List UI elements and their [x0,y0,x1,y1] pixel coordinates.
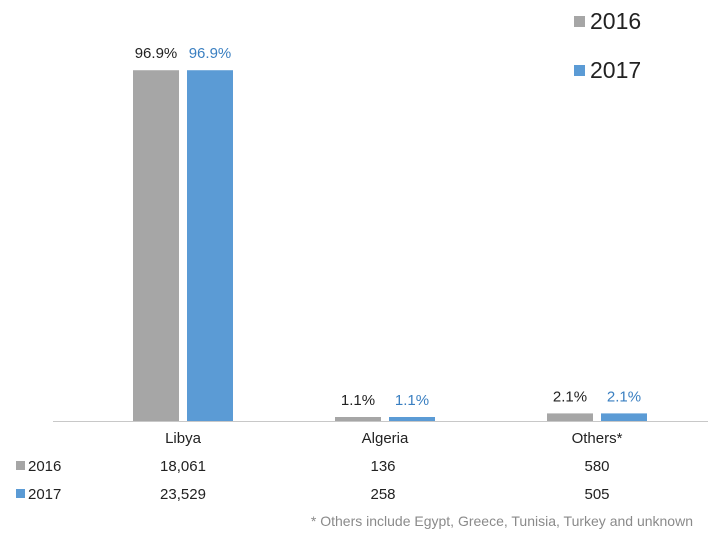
table-swatch-2016 [16,461,25,470]
data-label-2016: 2.1% [553,388,587,405]
legend-label-2017: 2017 [590,57,642,83]
footnote: * Others include Egypt, Greece, Tunisia,… [310,513,693,529]
bar-2016-algeria [335,417,381,421]
table-row-label-2016: 2016 [16,458,61,475]
table-cell: 258 [370,486,396,503]
table-row-label-2017: 2017 [16,486,61,503]
data-label-2016: 1.1% [341,392,375,409]
bar-2016-others [547,413,593,421]
legend-swatch-2017 [574,65,585,76]
bar-2017-others [601,413,647,421]
table-label-2017: 2017 [28,486,62,503]
bar-2016-libya [133,70,179,422]
table-cell: 505 [584,486,610,503]
category-label: Algeria [362,430,409,447]
table-label-2016: 2016 [28,458,62,475]
data-label-2017: 2.1% [607,388,641,405]
category-label: Libya [165,430,202,447]
legend-label-2016: 2016 [590,8,642,34]
table-cell: 580 [584,458,610,475]
data-label-2017: 1.1% [395,392,429,409]
legend-item-2016: 2016 [574,8,641,35]
data-label-2016: 96.9% [135,45,178,62]
category-label: Others* [572,430,623,447]
table-cell: 136 [370,458,396,475]
bar-2017-libya [187,70,233,422]
legend-item-2017: 2017 [574,57,641,84]
table-cell: 18,061 [160,458,206,475]
table-cell: 23,529 [160,486,206,503]
table-swatch-2017 [16,489,25,498]
data-label-2017: 96.9% [189,45,232,62]
bar-2017-algeria [389,417,435,421]
legend-swatch-2016 [574,16,585,27]
